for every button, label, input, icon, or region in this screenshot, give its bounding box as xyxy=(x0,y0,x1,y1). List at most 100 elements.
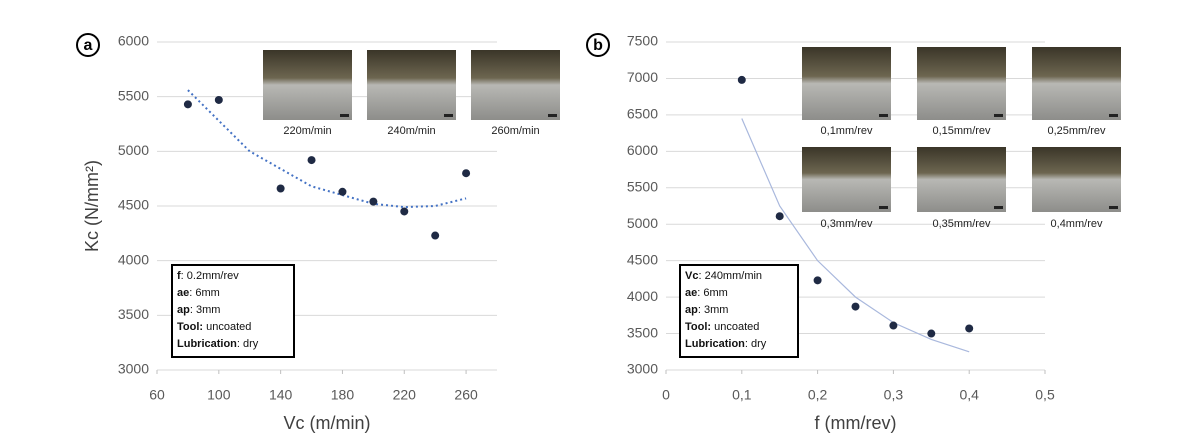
condition-value: : dry xyxy=(237,338,259,350)
x-tick-label: 100 xyxy=(207,387,231,403)
inset-caption: 0,1mm/rev xyxy=(821,125,873,137)
y-tick-label: 6000 xyxy=(118,33,149,49)
condition: ae: 6mm xyxy=(685,287,728,299)
y-tick-label: 5000 xyxy=(627,215,658,231)
inset-caption: 220m/min xyxy=(283,125,331,137)
x-tick-label: 0,2 xyxy=(808,387,828,403)
y-tick-label: 3000 xyxy=(627,361,658,377)
y-tick-label: 4000 xyxy=(118,251,149,267)
y-tick-label: 7500 xyxy=(627,33,658,49)
condition: Lubrication: dry xyxy=(177,338,259,350)
condition-key: Vc xyxy=(685,270,698,282)
data-point xyxy=(776,212,784,220)
y-tick-label: 3500 xyxy=(118,306,149,322)
inset-caption: 0,3mm/rev xyxy=(821,218,873,230)
condition: Tool: uncoated xyxy=(177,321,251,333)
scale-bar xyxy=(879,206,888,209)
scale-bar xyxy=(548,114,557,117)
condition: ap: 3mm xyxy=(177,304,220,316)
inset-image xyxy=(263,50,352,120)
inset-image xyxy=(917,147,1006,212)
condition-key: ae xyxy=(685,287,697,299)
data-point xyxy=(400,207,408,215)
y-tick-label: 5000 xyxy=(118,142,149,158)
inset-image xyxy=(471,50,560,120)
inset-image xyxy=(802,47,891,120)
condition-key: ap xyxy=(685,304,698,316)
x-tick-label: 0 xyxy=(662,387,670,403)
inset-image xyxy=(802,147,891,212)
condition: ae: 6mm xyxy=(177,287,220,299)
data-point xyxy=(462,169,470,177)
y-tick-label: 5500 xyxy=(118,87,149,103)
condition-key: Lubrication xyxy=(177,338,237,350)
x-tick-label: 180 xyxy=(331,387,355,403)
data-point xyxy=(965,324,973,332)
condition-value: uncoated xyxy=(711,321,759,333)
inset-image xyxy=(1032,47,1121,120)
inset-caption: 0,35mm/rev xyxy=(932,218,991,230)
data-point xyxy=(308,156,316,164)
data-point xyxy=(338,188,346,196)
inset-caption: 260m/min xyxy=(491,125,539,137)
condition: f: 0.2mm/rev xyxy=(177,270,239,282)
inset-image xyxy=(917,47,1006,120)
data-point xyxy=(852,303,860,311)
scale-bar xyxy=(994,206,1003,209)
condition-value: : 6mm xyxy=(697,287,728,299)
data-point xyxy=(215,96,223,104)
condition-value: : 6mm xyxy=(189,287,220,299)
x-tick-label: 260 xyxy=(454,387,478,403)
y-axis-title: Kc (N/mm²) xyxy=(82,160,102,252)
data-point xyxy=(738,76,746,84)
y-tick-label: 3000 xyxy=(118,361,149,377)
condition-value: : 240mm/min xyxy=(698,270,762,282)
y-tick-label: 5500 xyxy=(627,178,658,194)
y-tick-label: 3500 xyxy=(627,324,658,340)
y-tick-label: 4500 xyxy=(118,197,149,213)
condition-value: : 3mm xyxy=(190,304,221,316)
x-axis-title: f (mm/rev) xyxy=(815,413,897,433)
condition-key: Tool: xyxy=(685,321,711,333)
condition-value: uncoated xyxy=(203,321,251,333)
data-point xyxy=(814,276,822,284)
data-point xyxy=(277,185,285,193)
condition-key: ae xyxy=(177,287,189,299)
condition-value: : 0.2mm/rev xyxy=(181,270,240,282)
condition: Tool: uncoated xyxy=(685,321,759,333)
condition-value: : 3mm xyxy=(698,304,729,316)
x-tick-label: 0,3 xyxy=(884,387,904,403)
scale-bar xyxy=(340,114,349,117)
y-tick-label: 6000 xyxy=(627,142,658,158)
x-tick-label: 0,1 xyxy=(732,387,752,403)
x-tick-label: 60 xyxy=(149,387,165,403)
condition-key: Tool: xyxy=(177,321,203,333)
data-point xyxy=(184,100,192,108)
y-tick-label: 6500 xyxy=(627,106,658,122)
y-tick-label: 4000 xyxy=(627,288,658,304)
scale-bar xyxy=(1109,206,1118,209)
inset-caption: 240m/min xyxy=(387,125,435,137)
x-tick-label: 140 xyxy=(269,387,293,403)
scale-bar xyxy=(444,114,453,117)
x-tick-label: 0,5 xyxy=(1035,387,1055,403)
inset-image xyxy=(367,50,456,120)
y-tick-label: 4500 xyxy=(627,251,658,267)
condition-value: : dry xyxy=(745,338,767,350)
y-tick-label: 7000 xyxy=(627,69,658,85)
condition-key: ap xyxy=(177,304,190,316)
condition: Vc: 240mm/min xyxy=(685,270,762,282)
inset-caption: 0,15mm/rev xyxy=(932,125,991,137)
x-axis-title: Vc (m/min) xyxy=(284,413,371,433)
figure: 3000 3500 4000 4500 5000 5500 6000 60 100 140 180 2… xyxy=(0,0,1190,441)
x-tick-label: 220 xyxy=(393,387,417,403)
panel-label: a xyxy=(84,37,93,54)
data-point xyxy=(889,322,897,330)
inset-caption: 0,4mm/rev xyxy=(1051,218,1103,230)
condition: ap: 3mm xyxy=(685,304,728,316)
scale-bar xyxy=(1109,114,1118,117)
data-point xyxy=(431,232,439,240)
inset-image xyxy=(1032,147,1121,212)
condition: Lubrication: dry xyxy=(685,338,767,350)
scale-bar xyxy=(879,114,888,117)
